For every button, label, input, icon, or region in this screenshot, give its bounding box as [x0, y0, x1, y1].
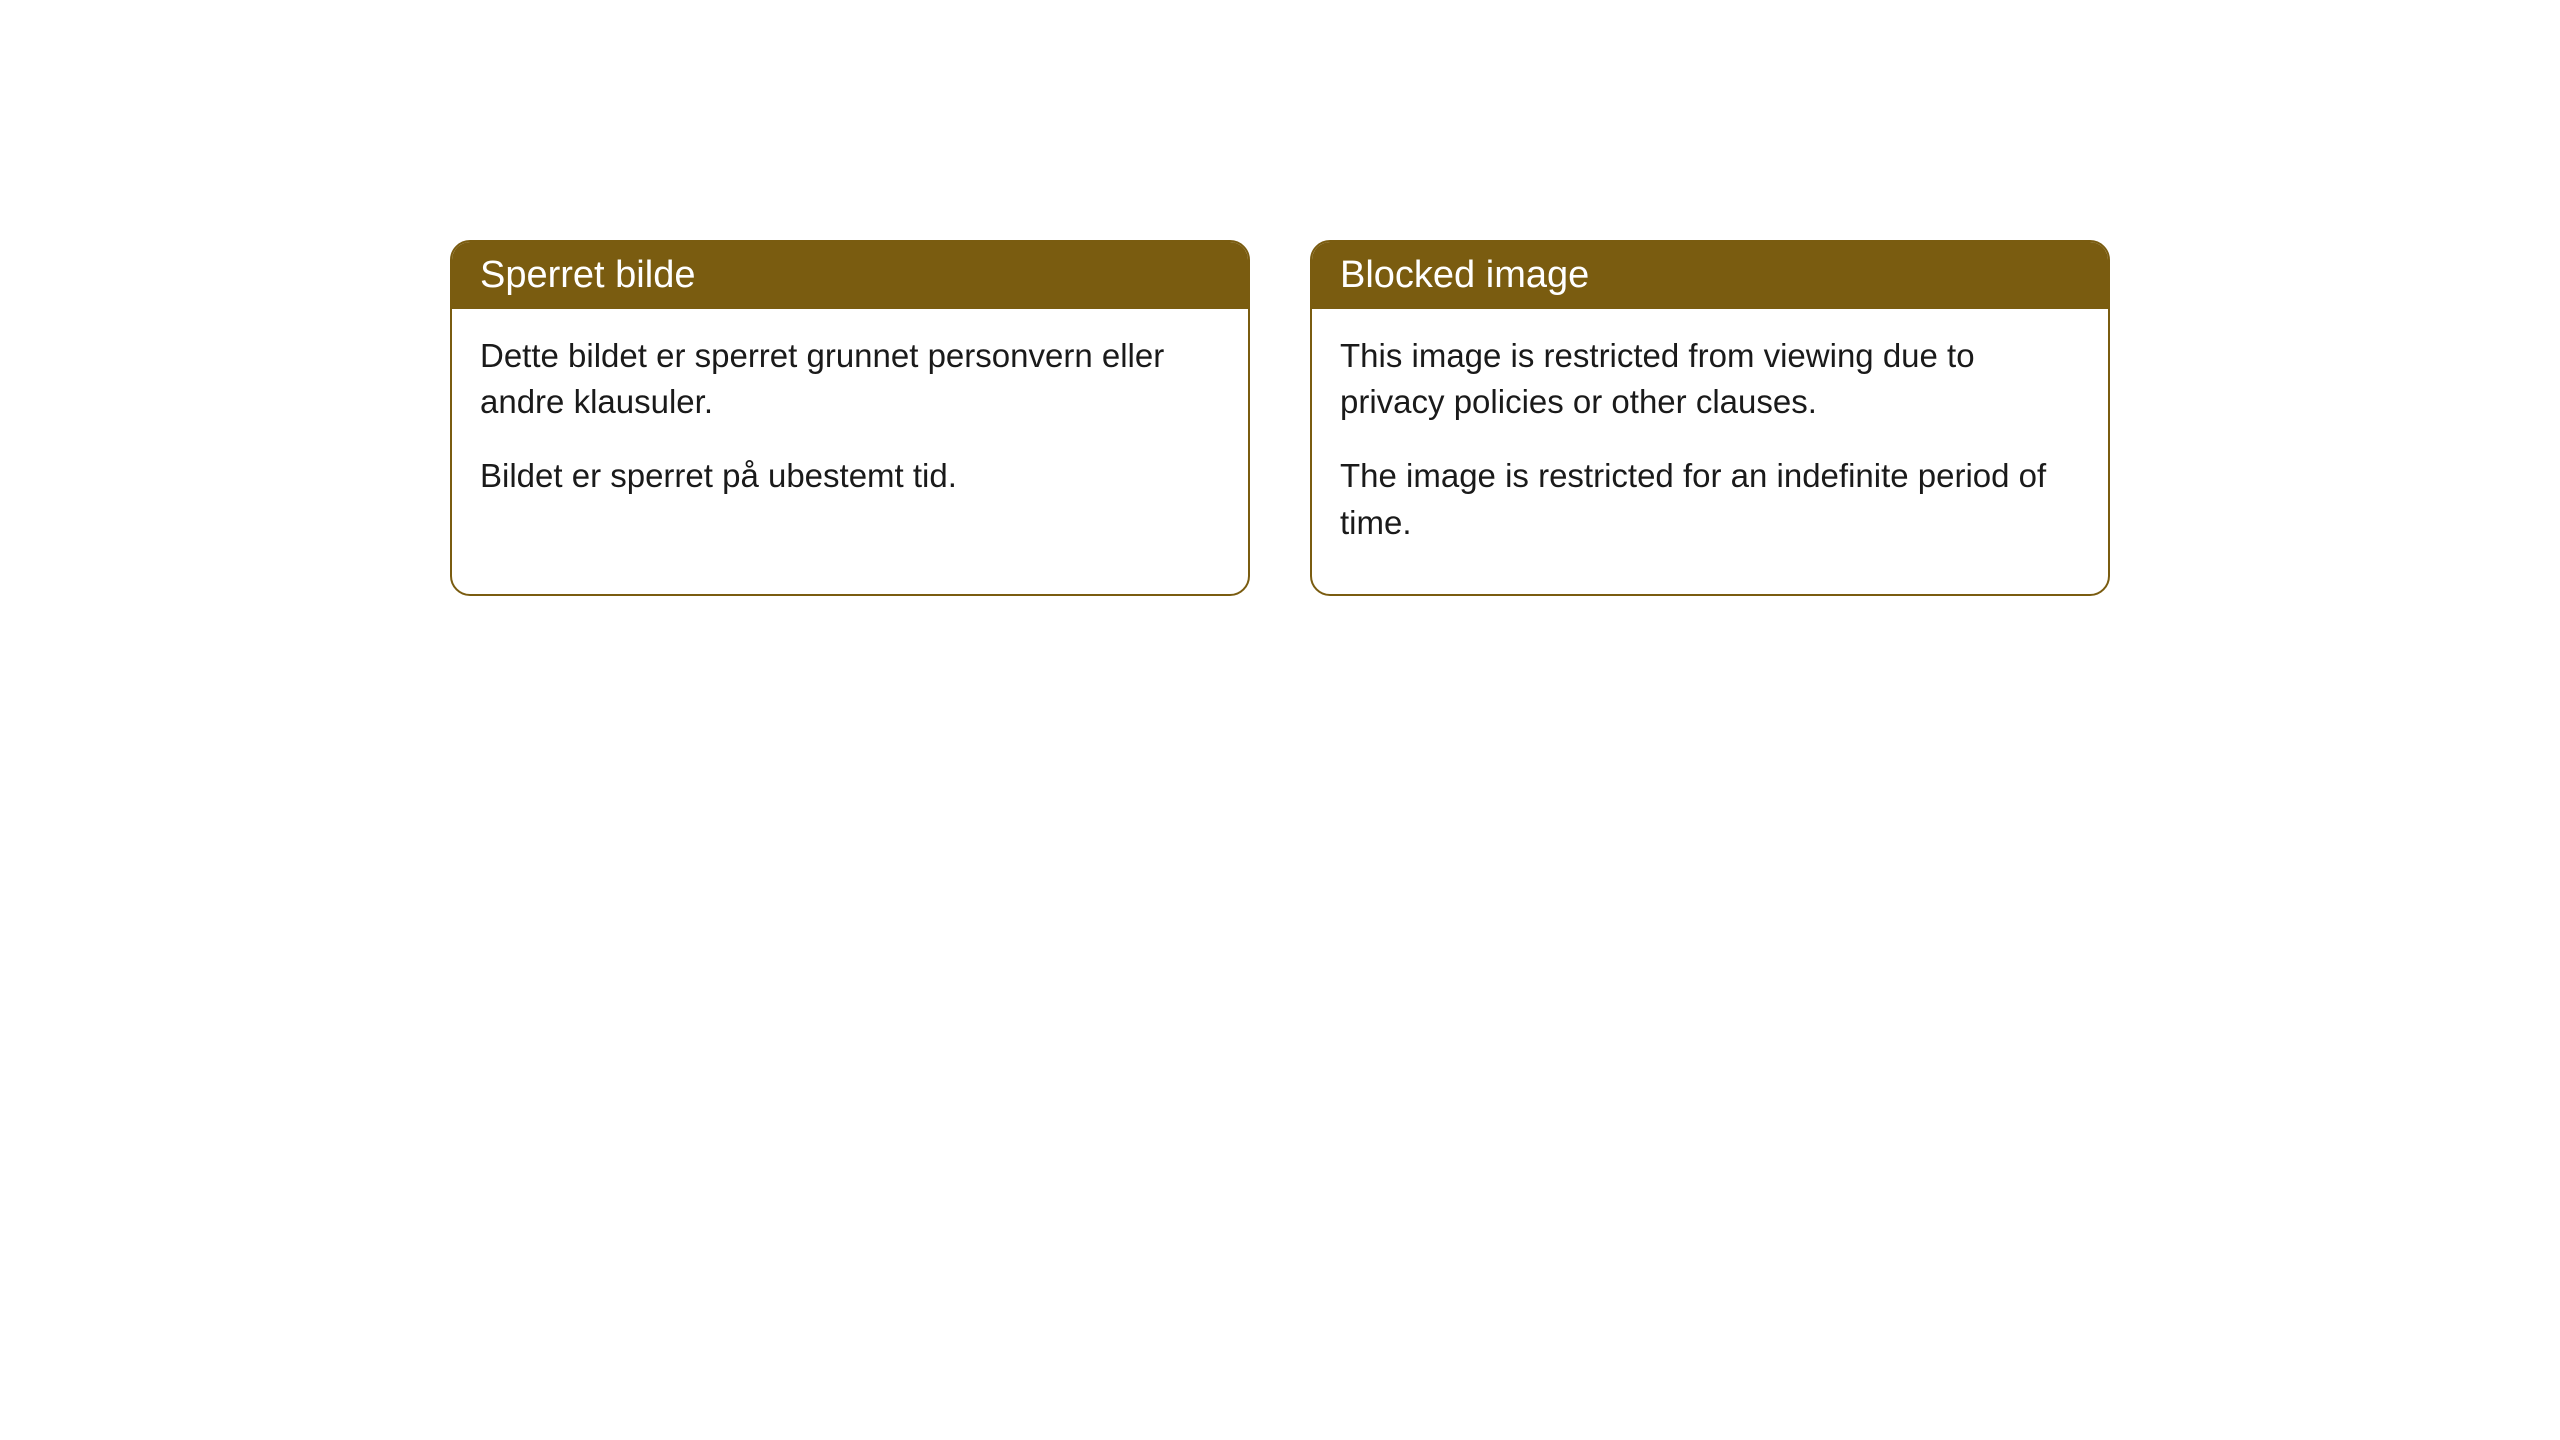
- card-paragraph: This image is restricted from viewing du…: [1340, 333, 2080, 425]
- card-paragraph: Dette bildet er sperret grunnet personve…: [480, 333, 1220, 425]
- card-header-english: Blocked image: [1312, 242, 2108, 309]
- card-title: Blocked image: [1340, 254, 1589, 296]
- card-paragraph: Bildet er sperret på ubestemt tid.: [480, 453, 1220, 499]
- card-paragraph: The image is restricted for an indefinit…: [1340, 453, 2080, 545]
- card-english: Blocked image This image is restricted f…: [1310, 240, 2110, 596]
- card-norwegian: Sperret bilde Dette bildet er sperret gr…: [450, 240, 1250, 596]
- card-header-norwegian: Sperret bilde: [452, 242, 1248, 309]
- card-body-english: This image is restricted from viewing du…: [1312, 309, 2108, 594]
- card-title: Sperret bilde: [480, 254, 695, 296]
- cards-container: Sperret bilde Dette bildet er sperret gr…: [450, 240, 2110, 596]
- card-body-norwegian: Dette bildet er sperret grunnet personve…: [452, 309, 1248, 548]
